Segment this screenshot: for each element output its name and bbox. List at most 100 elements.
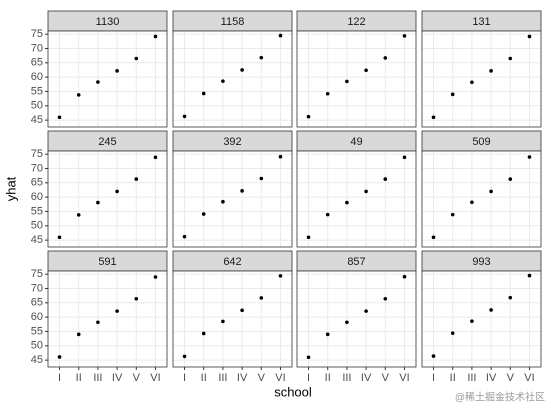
panel-border bbox=[296, 150, 417, 248]
x-tick-label: I bbox=[183, 372, 186, 384]
panel-border bbox=[296, 270, 417, 368]
strip-label: 591 bbox=[98, 256, 116, 268]
point bbox=[364, 68, 368, 73]
point bbox=[450, 331, 455, 335]
y-tick-label: 65 bbox=[31, 177, 43, 189]
strip-label: 245 bbox=[98, 136, 116, 148]
x-tick-label: VI bbox=[275, 372, 285, 384]
watermark: @稀土掘金技术社区 bbox=[455, 391, 545, 404]
point bbox=[115, 69, 119, 73]
point bbox=[76, 93, 81, 97]
point bbox=[470, 80, 474, 85]
panel-border bbox=[296, 30, 417, 128]
point bbox=[489, 189, 493, 194]
x-tick-label: IV bbox=[112, 372, 123, 384]
point bbox=[221, 79, 225, 83]
point bbox=[431, 115, 436, 120]
panel bbox=[297, 151, 416, 247]
point bbox=[134, 177, 139, 181]
point bbox=[402, 274, 407, 279]
panel-border bbox=[47, 270, 168, 368]
strip-label: 122 bbox=[347, 16, 365, 28]
point bbox=[306, 235, 311, 240]
panel bbox=[173, 151, 292, 247]
x-tick-label: V bbox=[133, 372, 141, 384]
point bbox=[57, 115, 62, 120]
strip-label: 509 bbox=[472, 136, 490, 148]
point bbox=[489, 308, 493, 312]
point bbox=[345, 320, 349, 325]
point bbox=[508, 177, 513, 181]
strip-label: 49 bbox=[350, 136, 362, 148]
x-tick-label: II bbox=[325, 372, 331, 384]
panel-border bbox=[421, 150, 542, 248]
y-tick-label: 50 bbox=[31, 340, 43, 352]
point bbox=[134, 296, 139, 301]
point bbox=[259, 296, 264, 300]
point bbox=[325, 212, 330, 217]
point bbox=[470, 319, 474, 323]
point bbox=[240, 189, 244, 193]
x-tick-label: IV bbox=[361, 372, 372, 384]
y-tick-label: 70 bbox=[31, 42, 43, 54]
point bbox=[182, 354, 187, 359]
x-tick-label: III bbox=[93, 372, 102, 384]
point bbox=[508, 295, 513, 300]
point bbox=[431, 235, 436, 240]
x-tick-label: IV bbox=[237, 372, 248, 384]
y-tick-label: 55 bbox=[31, 325, 43, 337]
point bbox=[325, 91, 330, 96]
panel-border bbox=[172, 270, 293, 368]
point bbox=[431, 354, 436, 358]
point bbox=[96, 320, 100, 325]
y-tick-label: 60 bbox=[31, 191, 43, 203]
y-tick-label: 50 bbox=[31, 220, 43, 232]
point bbox=[508, 56, 513, 61]
point bbox=[201, 212, 206, 216]
point bbox=[383, 296, 388, 301]
x-axis-label: school bbox=[274, 384, 312, 399]
panel-border bbox=[421, 30, 542, 128]
x-tick-label: III bbox=[342, 372, 351, 384]
y-axis-label: yhat bbox=[3, 176, 18, 201]
point bbox=[325, 332, 330, 337]
point bbox=[450, 92, 455, 97]
point bbox=[489, 69, 493, 73]
point bbox=[76, 213, 81, 217]
point bbox=[134, 56, 139, 61]
point bbox=[402, 34, 407, 38]
point bbox=[182, 114, 187, 119]
panel bbox=[422, 271, 541, 367]
point bbox=[153, 34, 158, 39]
x-tick-label: I bbox=[432, 372, 435, 384]
point bbox=[306, 114, 311, 119]
panel bbox=[48, 151, 167, 247]
x-tick-label: V bbox=[507, 372, 515, 384]
strip-label: 857 bbox=[347, 256, 365, 268]
y-tick-label: 75 bbox=[31, 28, 43, 40]
point bbox=[96, 80, 100, 84]
point bbox=[345, 200, 349, 205]
y-tick-label: 65 bbox=[31, 57, 43, 69]
point bbox=[201, 91, 206, 96]
point bbox=[527, 155, 532, 159]
point bbox=[153, 275, 158, 279]
panel bbox=[297, 271, 416, 367]
panel-border bbox=[47, 30, 168, 128]
point bbox=[470, 200, 474, 205]
x-tick-label: VI bbox=[399, 372, 409, 384]
point bbox=[115, 189, 119, 194]
y-tick-label: 45 bbox=[31, 354, 43, 366]
strip-label: 1130 bbox=[96, 16, 120, 28]
panel bbox=[173, 31, 292, 127]
panel bbox=[422, 151, 541, 247]
strip-label: 131 bbox=[472, 16, 490, 28]
y-tick-label: 75 bbox=[31, 268, 43, 280]
x-tick-label: II bbox=[201, 372, 207, 384]
y-tick-label: 45 bbox=[31, 114, 43, 126]
panel-border bbox=[421, 270, 542, 368]
y-tick-label: 75 bbox=[31, 148, 43, 160]
point bbox=[96, 200, 100, 205]
panel-border bbox=[172, 150, 293, 248]
